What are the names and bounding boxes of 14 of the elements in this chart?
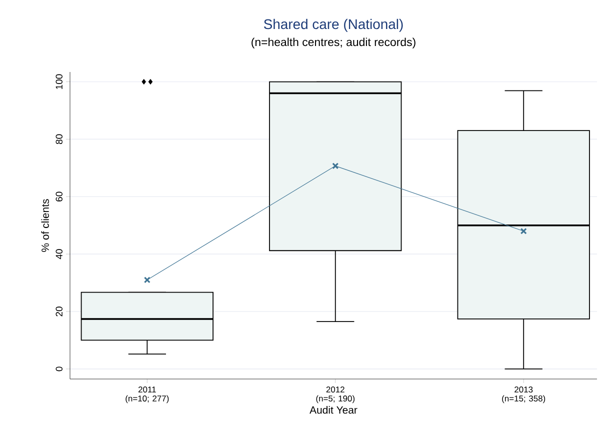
y-axis-title: % of clients bbox=[41, 199, 49, 252]
chart-title: Shared care (National) bbox=[264, 18, 403, 32]
x-tick-label: 2011 (n=10; 277) bbox=[126, 386, 169, 404]
x-axis-title: Audit Year bbox=[310, 406, 358, 414]
y-tick-label: 0 bbox=[56, 366, 62, 372]
y-tick-label: 20 bbox=[56, 306, 62, 316]
x-tick-label: 2013 (n=15; 358) bbox=[502, 386, 546, 404]
y-tick-label: 100 bbox=[56, 74, 62, 89]
y-tick-label: 60 bbox=[56, 192, 62, 202]
x-tick-label: 2012 (n=5; 190) bbox=[316, 386, 355, 404]
point bbox=[332, 162, 339, 170]
y-tick-label: 80 bbox=[56, 134, 62, 144]
y-tick-label: 40 bbox=[56, 249, 62, 260]
chart-subtitle: (n=health centres; audit records) bbox=[252, 38, 416, 48]
